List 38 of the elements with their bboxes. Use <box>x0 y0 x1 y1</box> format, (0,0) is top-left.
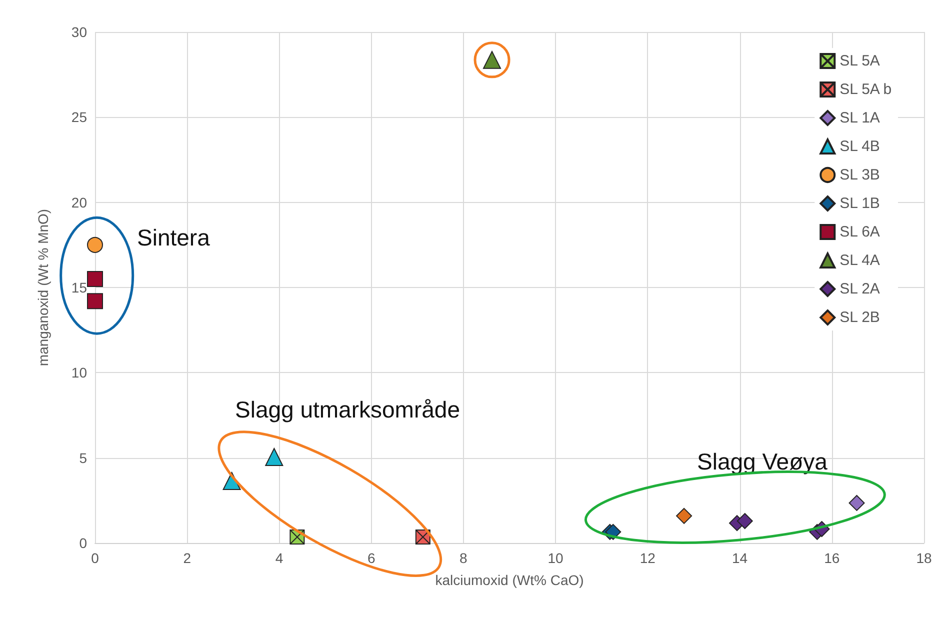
y-tick-label: 25 <box>71 109 88 126</box>
point <box>87 293 103 310</box>
x-tick-label: 14 <box>732 550 748 566</box>
y-tick-label: 30 <box>71 24 88 40</box>
y-tick-label: 15 <box>71 280 88 296</box>
point <box>87 236 103 253</box>
y-tick-label: 10 <box>71 364 88 381</box>
x-tick-label: 4 <box>275 550 284 566</box>
legend-label: SL 1A <box>840 110 880 126</box>
x-tick-label: 8 <box>460 550 468 566</box>
annotation: Slagg utmarksområde <box>235 396 460 422</box>
legend-label: SL 4B <box>840 138 880 155</box>
legend-label: SL 2B <box>840 309 880 326</box>
x-axis-title: kalciumoxid (Wt% CaO) <box>435 572 584 588</box>
legend-label: SL 3B <box>840 166 880 184</box>
x-tick-label: 2 <box>183 550 192 566</box>
y-tick-label: 20 <box>71 194 88 210</box>
legend-label: SL 6A <box>840 224 880 240</box>
point <box>676 508 692 524</box>
legend-label: SL 2A <box>840 280 880 298</box>
x-tick-label: 16 <box>824 550 840 566</box>
x-tick-label: 6 <box>367 550 376 566</box>
x-tick-label: 12 <box>640 550 656 566</box>
legend-label: SL 4A <box>840 252 880 269</box>
legend-label: SL 5A <box>840 52 880 70</box>
y-tick-label: 0 <box>79 535 88 551</box>
annotation: Sintera <box>137 224 210 250</box>
x-tick-label: 0 <box>91 550 100 566</box>
y-axis-title: manganoxid (Wt % MnO) <box>35 208 51 366</box>
x-tick-label: 10 <box>548 550 564 566</box>
legend-label: SL 5A b <box>840 81 892 98</box>
y-tick-label: 5 <box>79 450 88 466</box>
point <box>87 270 103 287</box>
point <box>265 448 284 466</box>
legend-label: SL 1B <box>840 195 880 212</box>
point <box>848 494 865 511</box>
x-tick-label: 18 <box>916 550 932 566</box>
point <box>736 513 753 530</box>
